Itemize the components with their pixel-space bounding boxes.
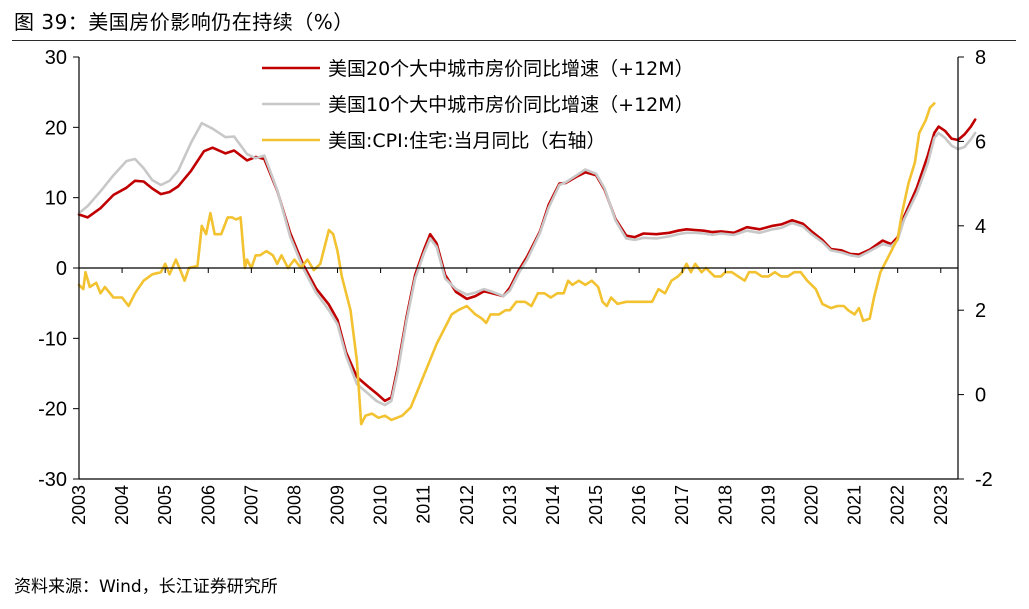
- series-line-3: [77, 102, 936, 426]
- left-tick-label: -20: [38, 399, 67, 421]
- x-tick-label: 2008: [284, 485, 304, 525]
- x-tick-label: 2014: [543, 485, 563, 525]
- right-tick-label: 2: [975, 300, 986, 322]
- right-tick-label: 6: [975, 131, 986, 153]
- right-tick-label: 8: [975, 47, 986, 69]
- x-tick-label: 2016: [629, 485, 649, 525]
- x-tick-label: 2022: [888, 485, 908, 525]
- x-tick-label: 2012: [457, 485, 477, 525]
- x-tick-label: 2013: [500, 485, 520, 525]
- x-tick-label: 2021: [845, 485, 865, 525]
- legend-label-3: 美国:CPI:住宅:当月同比（右轴）: [328, 130, 606, 152]
- x-tick-label: 2018: [715, 485, 735, 525]
- right-tick-label: -2: [975, 469, 993, 491]
- x-tick-label: 2020: [802, 485, 822, 525]
- x-tick-label: 2005: [155, 485, 175, 525]
- source-note: 资料来源：Wind，长江证券研究所: [14, 577, 278, 597]
- series-line-2: [77, 121, 977, 407]
- x-tick-label: 2003: [69, 485, 89, 525]
- left-tick-label: -30: [38, 469, 67, 491]
- left-tick-label: 30: [45, 47, 67, 69]
- left-tick-label: 20: [45, 117, 67, 139]
- left-tick-label: 10: [45, 188, 67, 210]
- legend-label-2: 美国10个大中城市房价同比增速（+12M）: [328, 94, 694, 116]
- x-tick-label: 2010: [371, 485, 391, 525]
- legend-label-1: 美国20个大中城市房价同比增速（+12M）: [328, 58, 694, 80]
- x-tick-label: 2019: [758, 485, 778, 525]
- right-tick-label: 4: [975, 216, 986, 238]
- x-tick-label: 2011: [414, 485, 434, 524]
- right-tick-label: 0: [975, 385, 986, 407]
- left-tick-label: 0: [56, 258, 67, 280]
- x-tick-label: 2015: [586, 485, 606, 525]
- left-tick-label: -10: [38, 328, 67, 350]
- x-tick-label: 2006: [198, 485, 218, 525]
- figure-title: 图 39：美国房价影响仍在持续（%）: [14, 10, 354, 34]
- x-tick-label: 2007: [241, 485, 261, 525]
- x-tick-label: 2004: [112, 485, 132, 525]
- x-tick-label: 2017: [672, 485, 692, 525]
- title-divider: [12, 40, 1016, 41]
- x-tick-label: 2009: [328, 485, 348, 525]
- x-tick-label: 2023: [931, 485, 951, 525]
